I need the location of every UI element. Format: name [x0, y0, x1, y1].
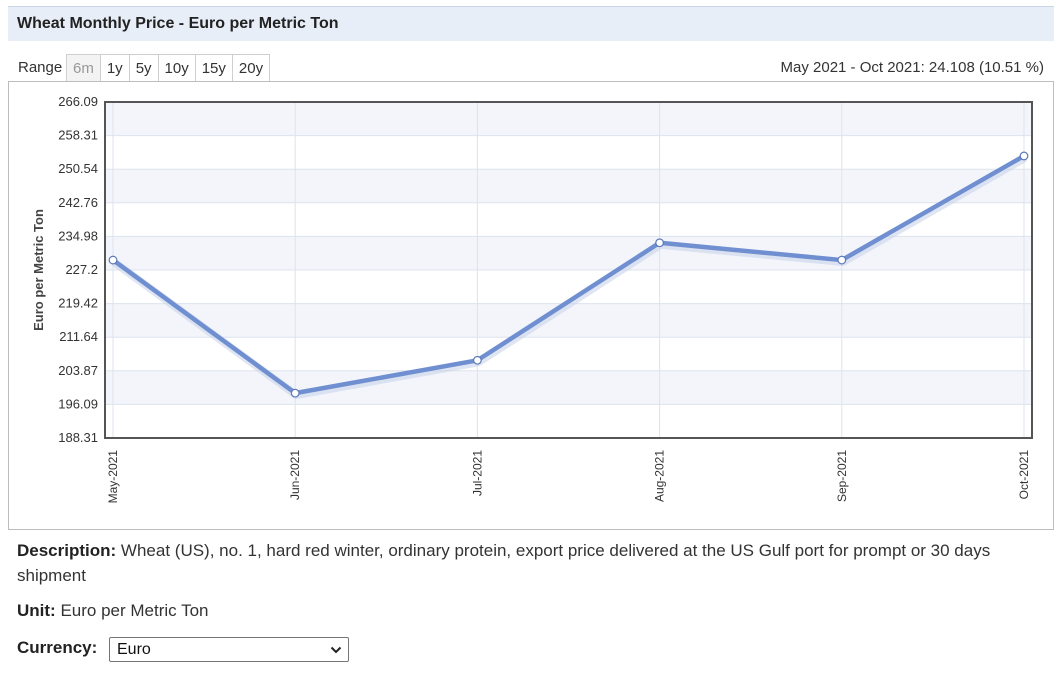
data-point — [290, 388, 300, 398]
y-tick-label: 203.87 — [58, 363, 98, 378]
description: Description: Wheat (US), no. 1, hard red… — [17, 538, 1047, 588]
unit-label: Unit: — [17, 601, 56, 620]
y-tick-label: 266.09 — [58, 94, 98, 109]
data-point — [655, 238, 664, 248]
y-tick-label: 219.42 — [58, 296, 98, 311]
range-tab-10y[interactable]: 10y — [157, 54, 196, 81]
chevron-down-icon — [330, 646, 342, 654]
y-tick-label: 196.09 — [58, 396, 98, 411]
x-tick-label: Jun-2021 — [288, 450, 302, 500]
page-title: Wheat Monthly Price - Euro per Metric To… — [17, 15, 339, 32]
unit-text: Euro per Metric Ton — [60, 601, 209, 620]
grid-band — [105, 169, 1032, 203]
x-tick-label: Jul-2021 — [470, 450, 484, 496]
range-row: Range 6m 1y 5y 10y 15y 20y May 2021 - Oc… — [8, 54, 1054, 82]
y-axis-label: Euro per Metric Ton — [31, 209, 46, 331]
currency-row: Currency: — [17, 638, 97, 658]
y-tick-label: 234.98 — [58, 228, 98, 243]
data-point — [108, 255, 118, 265]
plot-frame — [104, 101, 1033, 439]
chart-container: 266.09 258.31 250.54 242.76 234.98 227.2 219.4… — [8, 81, 1054, 530]
range-tab-1y[interactable]: 1y — [99, 54, 130, 81]
x-tick-label: Sep-2021 — [835, 450, 849, 502]
title-bar: Wheat Monthly Price - Euro per Metric To… — [8, 6, 1054, 41]
grid-band — [105, 102, 1032, 136]
currency-label: Currency: — [17, 638, 98, 657]
price-line-chart: 266.09 258.31 250.54 242.76 234.98 227.2 219.4… — [31, 94, 1033, 504]
y-tick-label: 211.64 — [59, 329, 98, 344]
grid-band — [105, 303, 1032, 338]
range-summary: May 2021 - Oct 2021: 24.108 (10.51 %) — [780, 59, 1045, 76]
range-tab-20y[interactable]: 20y — [231, 54, 271, 81]
unit-row: Unit: Euro per Metric Ton — [17, 601, 208, 621]
y-tick-label: 242.76 — [58, 195, 98, 210]
description-text: Wheat (US), no. 1, hard red winter, ordi… — [17, 541, 991, 585]
description-label: Description: — [17, 541, 117, 560]
range-label: Range — [18, 59, 63, 76]
y-tick-label: 258.31 — [58, 128, 98, 143]
range-tab-15y[interactable]: 15y — [194, 54, 233, 81]
currency-selected-value: Euro — [117, 641, 151, 658]
data-point — [473, 355, 482, 365]
y-tick-label: 188.31 — [58, 430, 98, 445]
x-tick-label: May-2021 — [106, 450, 120, 504]
series-line — [110, 153, 1027, 396]
range-tab-5y[interactable]: 5y — [128, 54, 159, 81]
grid-band — [105, 236, 1032, 270]
x-tick-label: Aug-2021 — [653, 450, 667, 502]
x-tick-label: Oct-2021 — [1017, 450, 1031, 500]
range-tabs: 6m 1y 5y 10y 15y 20y — [66, 54, 271, 81]
data-point — [837, 255, 847, 265]
y-tick-label: 250.54 — [58, 161, 98, 176]
data-point — [1019, 151, 1029, 161]
y-tick-label: 227.2 — [65, 262, 98, 277]
currency-select[interactable]: Euro — [109, 637, 349, 662]
range-tab-6m[interactable]: 6m — [66, 54, 101, 81]
grid-band — [105, 370, 1032, 405]
